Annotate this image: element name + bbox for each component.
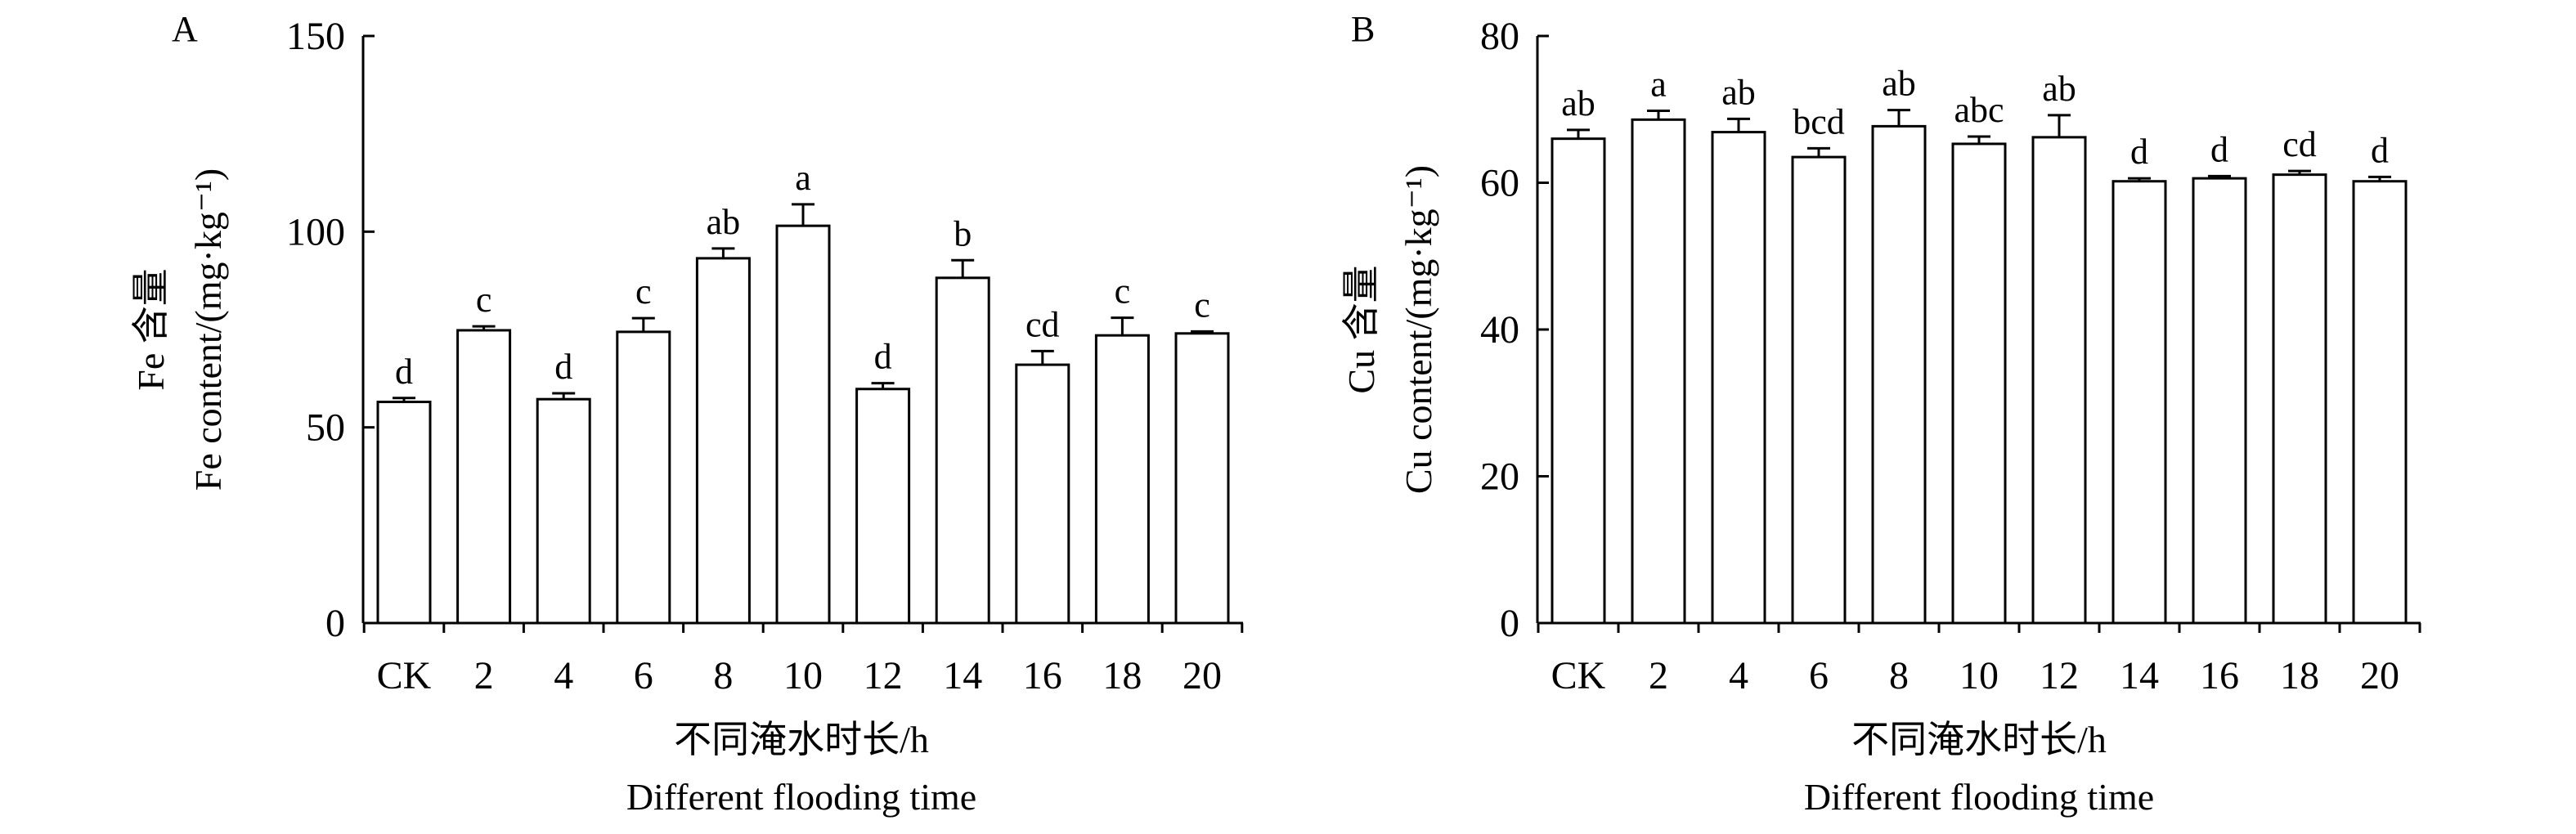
bar [1094, 334, 1150, 625]
significance-label: d [2130, 132, 2148, 172]
significance-label: cd [2282, 124, 2317, 164]
x-tick-label: 18 [2280, 654, 2319, 697]
significance-label: c [1115, 271, 1131, 312]
significance-label: a [795, 158, 811, 198]
significance-label: d [2210, 129, 2228, 169]
x-axis-label: Different flooding time [1804, 776, 2154, 818]
y-tick-label: 100 [286, 210, 345, 253]
x-axis-label: Different flooding time [626, 776, 976, 818]
y-axis-label: Cu content/(mg·kg⁻¹) [1398, 165, 1439, 494]
x-tick-label: 20 [2360, 654, 2399, 697]
significance-label: ab [1561, 83, 1595, 123]
significance-label: bcd [1793, 101, 1845, 141]
bar [1551, 137, 1606, 625]
bar [536, 397, 591, 625]
x-axis-label: 不同淹水时长/h [1851, 719, 2107, 760]
y-tick-label: 60 [1480, 162, 1519, 205]
y-tick-label: 40 [1480, 308, 1519, 352]
bar [1015, 363, 1070, 625]
y-tick-label: 50 [306, 406, 345, 450]
y-tick-label: 20 [1480, 455, 1519, 499]
significance-label: d [2371, 130, 2389, 170]
y-tick-label: 0 [1500, 602, 1519, 645]
x-tick-label: 20 [1183, 654, 1222, 697]
bar [376, 401, 432, 625]
significance-label: a [1650, 65, 1667, 105]
significance-label: c [476, 280, 492, 320]
significance-label: c [1194, 285, 1210, 325]
x-tick-label: 2 [474, 654, 494, 697]
bar [1174, 332, 1230, 625]
bar [2031, 136, 2087, 625]
x-tick-label: 4 [554, 654, 573, 697]
x-tick-label: 14 [2120, 654, 2159, 697]
bar [775, 224, 831, 625]
x-tick-label: 16 [1023, 654, 1062, 697]
x-tick-label: 18 [1102, 654, 1142, 697]
significance-label: ab [2042, 69, 2076, 109]
x-tick-label: 6 [634, 654, 653, 697]
x-tick-label: 14 [943, 654, 982, 697]
y-axis-label: Fe 含量 [130, 268, 172, 391]
bar [1631, 118, 1686, 625]
bar [935, 276, 990, 625]
bar [456, 329, 512, 625]
bar [2272, 173, 2327, 625]
bar [2112, 180, 2167, 625]
y-axis-label: Cu 含量 [1340, 265, 1382, 393]
bar [616, 330, 671, 625]
significance-label: c [635, 271, 652, 312]
x-tick-label: 10 [783, 654, 823, 697]
significance-label: ab [1721, 72, 1756, 112]
x-tick-label: 8 [1889, 654, 1909, 697]
x-tick-label: 4 [1729, 654, 1748, 697]
panel-label: A [172, 9, 198, 49]
significance-label: cd [1025, 304, 1060, 344]
y-tick-label: 0 [325, 602, 345, 645]
x-tick-label: 10 [1959, 654, 1999, 697]
x-tick-label: 12 [2040, 654, 2079, 697]
bar [1871, 124, 1927, 625]
significance-label: d [874, 337, 892, 377]
bar [855, 388, 911, 625]
x-tick-label: CK [1551, 654, 1606, 697]
bar [1791, 155, 1847, 625]
significance-label: d [554, 347, 572, 387]
panel-label: B [1351, 9, 1375, 49]
bar [1951, 142, 2007, 625]
x-tick-label: 2 [1649, 654, 1668, 697]
y-axis-label: Fe content/(mg·kg⁻¹) [187, 168, 229, 491]
significance-label: ab [707, 202, 741, 242]
x-tick-label: CK [377, 654, 432, 697]
bar [2192, 177, 2247, 625]
significance-label: ab [1882, 64, 1916, 104]
x-tick-label: 16 [2200, 654, 2239, 697]
y-tick-label: 150 [286, 15, 345, 58]
significance-label: b [954, 213, 972, 253]
significance-label: d [395, 352, 413, 392]
x-axis-label: 不同淹水时长/h [674, 719, 929, 760]
x-tick-label: 6 [1809, 654, 1829, 697]
x-tick-label: 8 [713, 654, 733, 697]
bar [2352, 180, 2408, 625]
y-tick-label: 80 [1480, 15, 1519, 58]
x-tick-label: 12 [864, 654, 903, 697]
bar [695, 257, 751, 625]
bar [1711, 131, 1766, 625]
significance-label: abc [1954, 90, 2004, 130]
